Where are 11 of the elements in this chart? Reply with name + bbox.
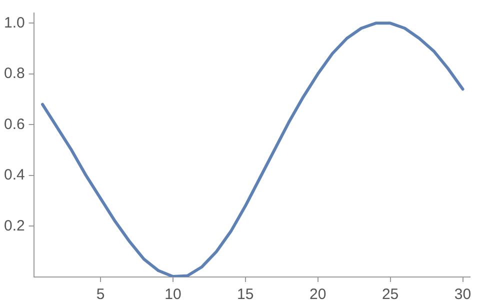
y-tick-label: 0.4: [4, 166, 25, 184]
y-tick-label: 0.8: [4, 65, 25, 82]
y-tick-label: 1.0: [4, 14, 25, 32]
x-tick-label: 25: [382, 286, 399, 304]
x-tick-label: 30: [454, 286, 472, 304]
x-tick-label: 5: [96, 286, 105, 304]
x-tick-label: 20: [310, 286, 326, 304]
x-tick-label: 10: [164, 286, 182, 304]
y-tick-label: 0.2: [4, 217, 25, 234]
x-tick-label: 15: [237, 286, 254, 304]
y-tick-label: 0.6: [4, 116, 25, 133]
